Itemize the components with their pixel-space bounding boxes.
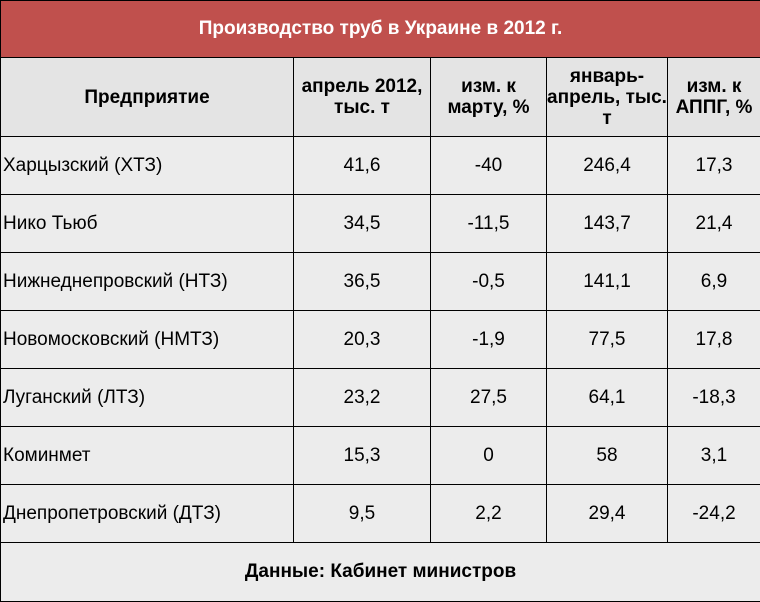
table-cell: 9,5: [294, 485, 431, 543]
column-header: апрель 2012, тыс. т: [294, 58, 431, 137]
table-cell: 3,1: [668, 427, 760, 485]
table-row: Луганский (ЛТЗ) 23,2 27,5 64,1 -18,3: [1, 369, 760, 427]
table-row: Нико Тьюб 34,5 -11,5 143,7 21,4: [1, 195, 760, 253]
table-cell: 0: [431, 427, 547, 485]
table-cell: 15,3: [294, 427, 431, 485]
table-cell: 6,9: [668, 253, 760, 311]
table-row: Новомосковский (НМТЗ) 20,3 -1,9 77,5 17,…: [1, 311, 760, 369]
table-cell: 64,1: [547, 369, 668, 427]
table-cell: -24,2: [668, 485, 760, 543]
table-row: Нижнеднепровский (НТЗ) 36,5 -0,5 141,1 6…: [1, 253, 760, 311]
source-note: Данные: Кабинет министров: [1, 543, 760, 602]
table-cell: 17,8: [668, 311, 760, 369]
table-cell: 77,5: [547, 311, 668, 369]
table-title: Производство труб в Украине в 2012 г.: [1, 1, 760, 58]
table-cell: 27,5: [431, 369, 547, 427]
table-cell: -11,5: [431, 195, 547, 253]
table-cell: Нико Тьюб: [1, 195, 294, 253]
table-cell: -1,9: [431, 311, 547, 369]
table-cell: 36,5: [294, 253, 431, 311]
table-row: Коминмет 15,3 0 58 3,1: [1, 427, 760, 485]
table-cell: Нижнеднепровский (НТЗ): [1, 253, 294, 311]
table-row: Харцызский (ХТЗ) 41,6 -40 246,4 17,3: [1, 137, 760, 195]
table-cell: 21,4: [668, 195, 760, 253]
table-cell: Луганский (ЛТЗ): [1, 369, 294, 427]
table-cell: 143,7: [547, 195, 668, 253]
column-header: Предприятие: [1, 58, 294, 137]
table-cell: -18,3: [668, 369, 760, 427]
table-cell: 41,6: [294, 137, 431, 195]
table-cell: Днепропетровский (ДТЗ): [1, 485, 294, 543]
table-cell: Харцызский (ХТЗ): [1, 137, 294, 195]
column-header: изм. к марту, %: [431, 58, 547, 137]
column-header: изм. к АППГ, %: [668, 58, 760, 137]
table-row: Днепропетровский (ДТЗ) 9,5 2,2 29,4 -24,…: [1, 485, 760, 543]
table-cell: Новомосковский (НМТЗ): [1, 311, 294, 369]
footer-row: Данные: Кабинет министров: [1, 543, 760, 602]
table-cell: 23,2: [294, 369, 431, 427]
table-cell: 34,5: [294, 195, 431, 253]
table-cell: 58: [547, 427, 668, 485]
table-cell: 246,4: [547, 137, 668, 195]
table-cell: 29,4: [547, 485, 668, 543]
table-cell: -40: [431, 137, 547, 195]
table-cell: 17,3: [668, 137, 760, 195]
header-row: Предприятие апрель 2012, тыс. т изм. к м…: [1, 58, 760, 137]
title-row: Производство труб в Украине в 2012 г.: [1, 1, 760, 58]
table-cell: 2,2: [431, 485, 547, 543]
table-cell: 20,3: [294, 311, 431, 369]
table-cell: Коминмет: [1, 427, 294, 485]
column-header: январь-апрель, тыс. т: [547, 58, 668, 137]
table-cell: -0,5: [431, 253, 547, 311]
table-cell: 141,1: [547, 253, 668, 311]
